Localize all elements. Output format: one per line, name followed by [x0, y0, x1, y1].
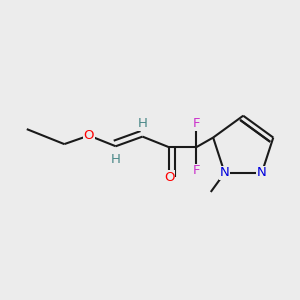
Text: H: H [138, 117, 147, 130]
Text: O: O [84, 129, 94, 142]
Text: H: H [111, 153, 121, 166]
Text: F: F [192, 164, 200, 177]
Text: N: N [257, 167, 267, 179]
Text: F: F [192, 117, 200, 130]
Text: O: O [164, 171, 175, 184]
Text: N: N [220, 167, 230, 179]
